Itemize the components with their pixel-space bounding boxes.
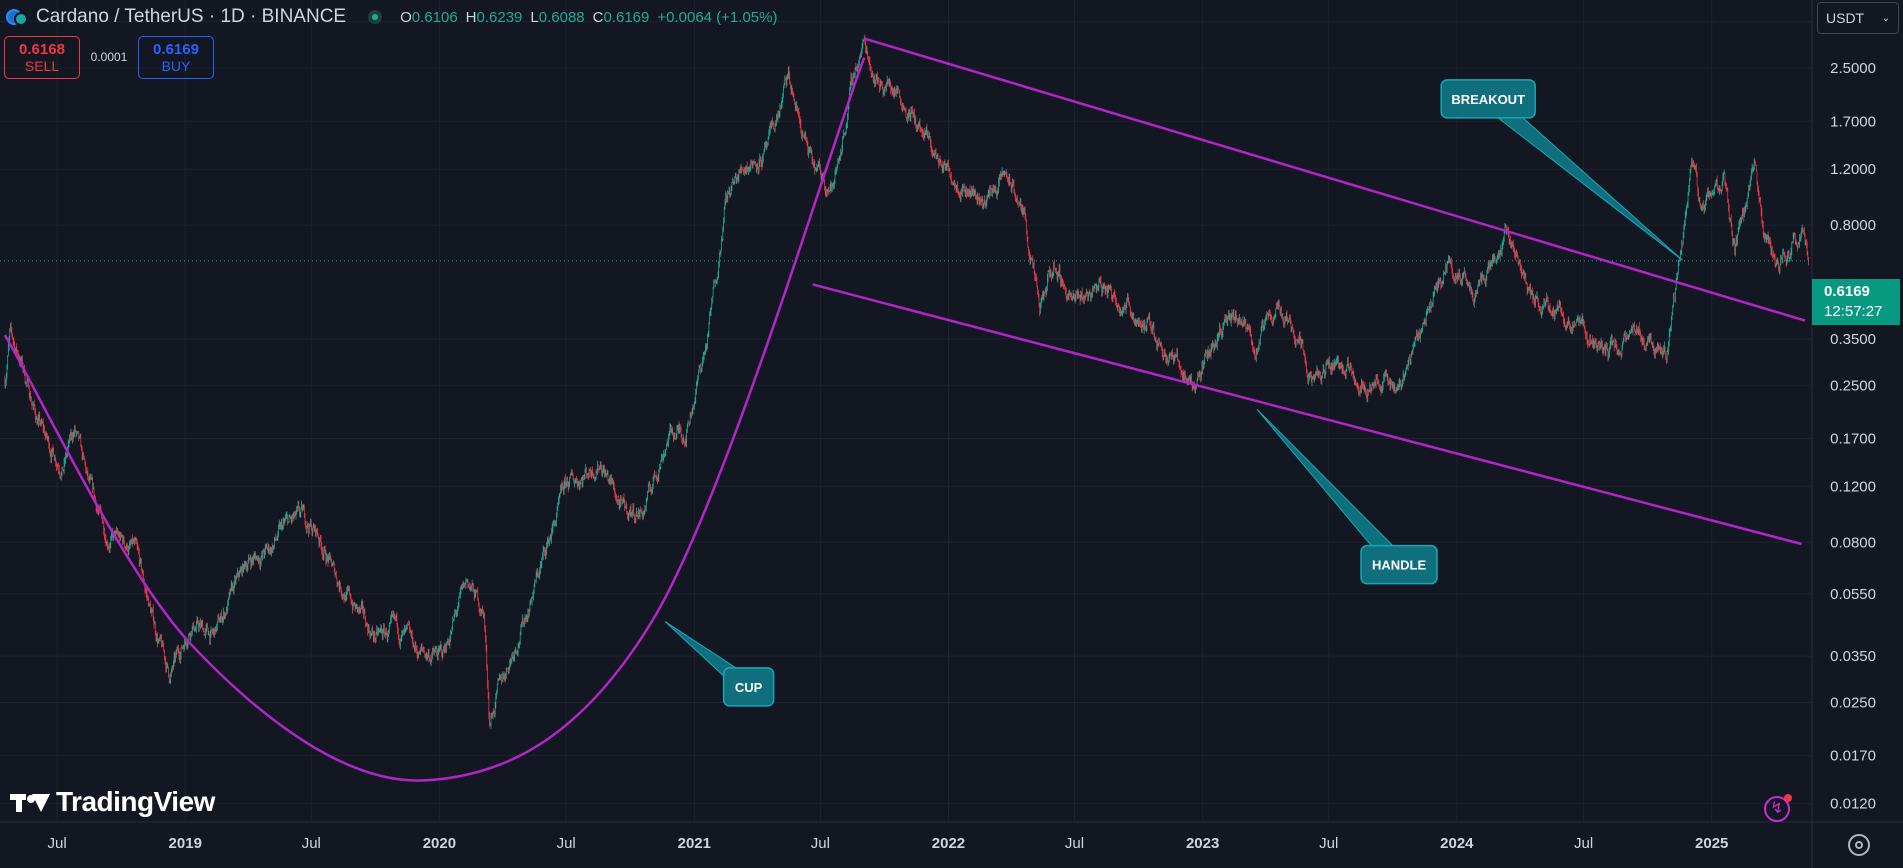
cup-callout-box[interactable]: [722, 667, 775, 707]
time-axis-label: Jul: [48, 835, 67, 852]
close-value: 0.6169: [603, 8, 650, 26]
open-value: 0.6106: [411, 8, 458, 26]
breakout-callout-box[interactable]: [1440, 79, 1536, 119]
buy-button[interactable]: 0.6169 BUY: [138, 36, 214, 79]
cup-curve[interactable]: [3, 57, 866, 782]
time-axis-label: 2023: [1186, 835, 1219, 852]
sell-button[interactable]: 0.6168 SELL: [4, 36, 80, 79]
close-label: C: [592, 8, 604, 26]
handle-callout-box[interactable]: [1360, 544, 1438, 585]
high-label: H: [465, 8, 477, 26]
cup-callout-label: CUP: [735, 680, 763, 695]
price-axis-label: 0.0350: [1830, 648, 1876, 665]
currency-select[interactable]: USDT ⌄: [1817, 2, 1899, 34]
open-label: O: [400, 8, 412, 26]
spread-value: 0.0001: [90, 50, 128, 64]
time-axis-label: Jul: [557, 835, 576, 852]
channel-upper-line[interactable]: [863, 37, 1806, 322]
price-axis-label: 1.7000: [1830, 113, 1876, 130]
lightning-icon[interactable]: ↯: [1764, 794, 1792, 822]
gear-icon[interactable]: [1848, 834, 1870, 856]
symbol-title[interactable]: Cardano / TetherUS · 1D · BINANCE: [36, 6, 347, 27]
price-axis-label: 0.0800: [1830, 534, 1876, 551]
time-axis-label: 2025: [1695, 835, 1728, 852]
bar-countdown: 12:57:27: [1824, 303, 1883, 320]
price-axis-label: 1.2000: [1830, 161, 1876, 178]
breakout-callout-label: BREAKOUT: [1451, 92, 1525, 107]
price-axis-label: 0.1200: [1830, 478, 1876, 495]
time-axis-label: Jul: [811, 835, 830, 852]
handle-callout-label: HANDLE: [1372, 558, 1426, 573]
symbol-legend: Cardano / TetherUS · 1D · BINANCE O0.610…: [6, 6, 777, 28]
time-axis-label: Jul: [1319, 835, 1338, 852]
price-axis-label: 2.5000: [1830, 60, 1876, 77]
price-axis-label: 0.1700: [1830, 430, 1876, 447]
notification-dot: [1784, 794, 1792, 802]
buy-price: 0.6169: [153, 40, 199, 58]
price-axis-label: 0.0550: [1830, 586, 1876, 603]
last-price-value: 0.6169: [1824, 283, 1870, 300]
tether-coin-icon: [14, 12, 28, 26]
time-axis-label: 2021: [678, 835, 711, 852]
price-axis-label: 0.0250: [1830, 695, 1876, 712]
time-axis-label: 2024: [1440, 835, 1474, 852]
tradingview-logo-icon: [10, 791, 50, 813]
time-axis-label: 2020: [423, 835, 456, 852]
cardano-coin-icon: [6, 6, 28, 28]
price-axis-label: 0.3500: [1830, 331, 1876, 348]
change-value: +0.0064 (+1.05%): [657, 8, 778, 26]
time-axis-label: Jul: [1574, 835, 1593, 852]
sell-label: SELL: [24, 57, 60, 74]
price-axis-label: 0.8000: [1830, 217, 1876, 234]
time-axis-label: 2019: [169, 835, 202, 852]
chevron-down-icon: ⌄: [1881, 12, 1890, 24]
buy-label: BUY: [161, 57, 191, 74]
time-axis-label: 2022: [932, 835, 965, 852]
channel-lower-line[interactable]: [812, 283, 1802, 546]
price-axis-label: 0.0170: [1830, 748, 1876, 765]
price-axis-label: 0.2500: [1830, 377, 1876, 394]
time-axis-label: Jul: [1065, 835, 1084, 852]
last-price-tag: 0.6169 12:57:27: [1812, 279, 1900, 325]
high-value: 0.6239: [476, 8, 523, 26]
low-label: L: [530, 8, 539, 26]
low-value: 0.6088: [538, 8, 585, 26]
currency-label: USDT: [1826, 10, 1865, 26]
time-axis-label: Jul: [302, 835, 321, 852]
status-dot-icon: [368, 10, 383, 24]
tradingview-logo[interactable]: TradingView: [10, 786, 215, 818]
tradingview-logo-text: TradingView: [56, 786, 215, 817]
ohlc-values: O0.6106 H0.6239 L0.6088 C0.6169 +0.0064 …: [400, 9, 777, 26]
sell-price: 0.6168: [19, 40, 65, 58]
price-axis-label: 0.0120: [1830, 796, 1876, 813]
